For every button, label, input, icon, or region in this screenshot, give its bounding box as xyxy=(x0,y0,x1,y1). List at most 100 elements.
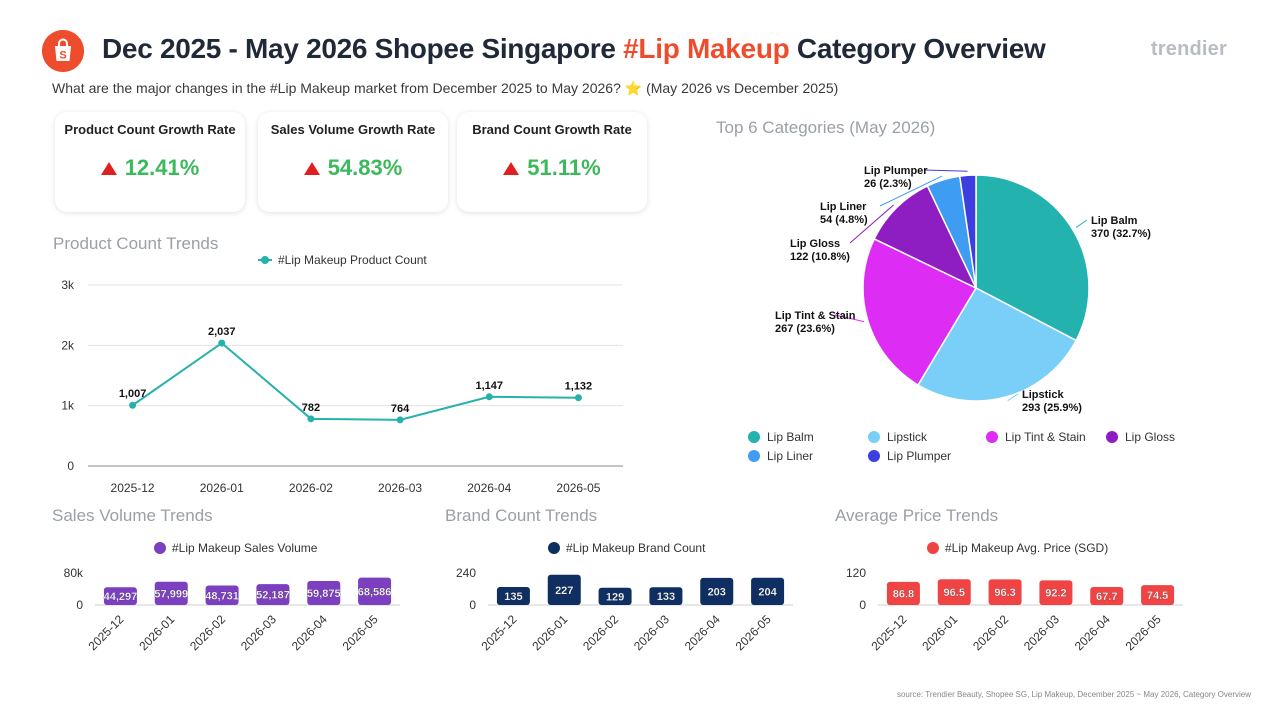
bar xyxy=(988,579,1022,605)
legend-dot-marker xyxy=(154,542,166,554)
data-label: 135 xyxy=(504,591,522,603)
legend-dot-marker xyxy=(986,431,998,443)
data-label: 2,037 xyxy=(208,326,236,338)
bar xyxy=(649,587,683,605)
title-highlight: #Lip Makeup xyxy=(623,33,790,64)
slice-value-label: 370 (32.7%) xyxy=(1091,228,1151,240)
x-tick-label: 2026-02 xyxy=(187,612,228,653)
y-tick-label: 0 xyxy=(67,459,74,473)
x-tick-label: 2025-12 xyxy=(868,612,909,653)
pie-legend-item: Lip Liner xyxy=(748,449,813,463)
y-tick-label: 3k xyxy=(61,278,75,292)
avg-price-bar-chart: 0 120 86.8 2025-12 96.5 2026-01 96.3 2026-02 92.… xyxy=(846,566,1183,653)
legend-dot-marker xyxy=(748,431,760,443)
pie-legend-item: Lipstick xyxy=(868,430,927,444)
data-label: 1,147 xyxy=(475,380,503,392)
data-point xyxy=(396,416,404,424)
x-tick-label: 2026-04 xyxy=(1072,612,1113,653)
brand-trends-title: Brand Count Trends xyxy=(445,506,598,525)
slice-category-label: Lip Tint & Stain xyxy=(775,310,856,322)
slice-category-label: Lip Liner xyxy=(820,201,867,213)
leader-line xyxy=(849,204,894,244)
slice-value-label: 26 (2.3%) xyxy=(864,178,912,190)
data-point xyxy=(307,415,315,423)
x-tick-label: 2026-03 xyxy=(1021,612,1062,653)
data-label: 782 xyxy=(302,402,320,414)
bar xyxy=(937,579,971,605)
legend-label: Lip Balm xyxy=(767,430,814,444)
data-label: 1,132 xyxy=(565,381,593,393)
x-tick-label: 2026-04 xyxy=(467,481,511,495)
data-label: 204 xyxy=(758,586,777,598)
data-label: 133 xyxy=(657,591,675,603)
svg-text:S: S xyxy=(59,50,66,62)
pie-slice xyxy=(975,174,1090,342)
y-tick-label: 1k xyxy=(61,399,75,413)
legend-label: #Lip Makeup Avg. Price (SGD) xyxy=(945,541,1109,555)
data-label: 96.5 xyxy=(944,587,965,599)
pie-legend-item: Lip Gloss xyxy=(1106,430,1175,444)
x-tick-label: 2025-12 xyxy=(85,612,126,653)
legend-label: Lip Tint & Stain xyxy=(1005,430,1086,444)
bar xyxy=(307,581,341,605)
page-title: Dec 2025 - May 2026 Shopee Singapore #Li… xyxy=(102,33,1046,64)
x-tick-label: 2026-02 xyxy=(289,481,333,495)
legend-label: #Lip Makeup Brand Count xyxy=(566,541,706,555)
slice-category-label: Lip Plumper xyxy=(864,165,928,177)
data-label: 52,187 xyxy=(256,590,290,602)
x-tick-label: 2026-01 xyxy=(200,481,244,495)
slice-value-label: 267 (23.6%) xyxy=(775,323,835,335)
product-trends-title: Product Count Trends xyxy=(53,234,219,253)
data-label: 68,586 xyxy=(358,586,392,598)
legend-label: Lipstick xyxy=(887,430,928,444)
pie-slice xyxy=(873,184,978,290)
data-label: 86.8 xyxy=(893,588,914,600)
up-arrow-icon xyxy=(303,161,320,175)
kpi-card-brand-growth: Brand Count Growth Rate 51.11% xyxy=(457,112,647,212)
y-tick-label: 0 xyxy=(76,598,83,612)
kpi-label: Product Count Growth Rate xyxy=(64,122,236,137)
x-tick-label: 2026-02 xyxy=(970,612,1011,653)
x-tick-label: 2026-01 xyxy=(529,612,570,653)
data-label: 48,731 xyxy=(205,590,239,602)
data-label: 1,007 xyxy=(119,388,147,400)
x-tick-label: 2026-03 xyxy=(631,612,672,653)
leader-line xyxy=(1007,393,1019,402)
bar xyxy=(154,581,188,605)
product-count-line-chart: 0 1k 2k 3k 2025-12 2026-01 2026-02 2026-03 2026-… xyxy=(61,278,623,495)
pie-slice xyxy=(917,287,1078,402)
bar xyxy=(358,577,392,605)
x-tick-label: 2026-02 xyxy=(580,612,621,653)
bar xyxy=(256,584,290,605)
brand-count-bar-chart: 0 240 135 2025-12 227 2026-01 129 2026-02 133 202… xyxy=(456,566,793,653)
bar xyxy=(886,581,920,605)
pie-legend-item: Lip Balm xyxy=(748,430,814,444)
y-tick-label: 0 xyxy=(859,598,866,612)
legend-label: #Lip Makeup Sales Volume xyxy=(172,541,318,555)
kpi-value: 54.83% xyxy=(327,155,403,180)
legend-label: Lip Gloss xyxy=(1125,430,1176,444)
x-tick-label: 2026-04 xyxy=(682,612,723,653)
slice-category-label: Lip Gloss xyxy=(790,238,840,250)
x-tick-label: 2026-03 xyxy=(238,612,279,653)
kpi-card-product-growth: Product Count Growth Rate 12.41% xyxy=(55,112,245,212)
slice-value-label: 122 (10.8%) xyxy=(790,251,850,263)
up-arrow-icon xyxy=(100,161,117,175)
price-trends-title: Average Price Trends xyxy=(835,506,999,525)
x-tick-label: 2026-05 xyxy=(556,481,600,495)
slice-category-label: Lip Balm xyxy=(1091,215,1138,227)
leader-line xyxy=(1075,219,1088,228)
bar xyxy=(598,587,632,605)
y-tick-label: 120 xyxy=(846,566,866,580)
data-label: 764 xyxy=(391,403,410,415)
price-chart-legend: #Lip Makeup Avg. Price (SGD) xyxy=(927,541,1108,555)
x-tick-label: 2026-05 xyxy=(1123,612,1164,653)
data-label: 96.3 xyxy=(994,587,1015,599)
bar xyxy=(496,587,530,605)
x-tick-label: 2026-01 xyxy=(136,612,177,653)
bar xyxy=(1090,586,1124,605)
series-line xyxy=(132,341,579,421)
leader-line xyxy=(834,314,865,323)
kpi-label: Brand Count Growth Rate xyxy=(472,122,632,137)
y-tick-label: 80k xyxy=(64,566,84,580)
